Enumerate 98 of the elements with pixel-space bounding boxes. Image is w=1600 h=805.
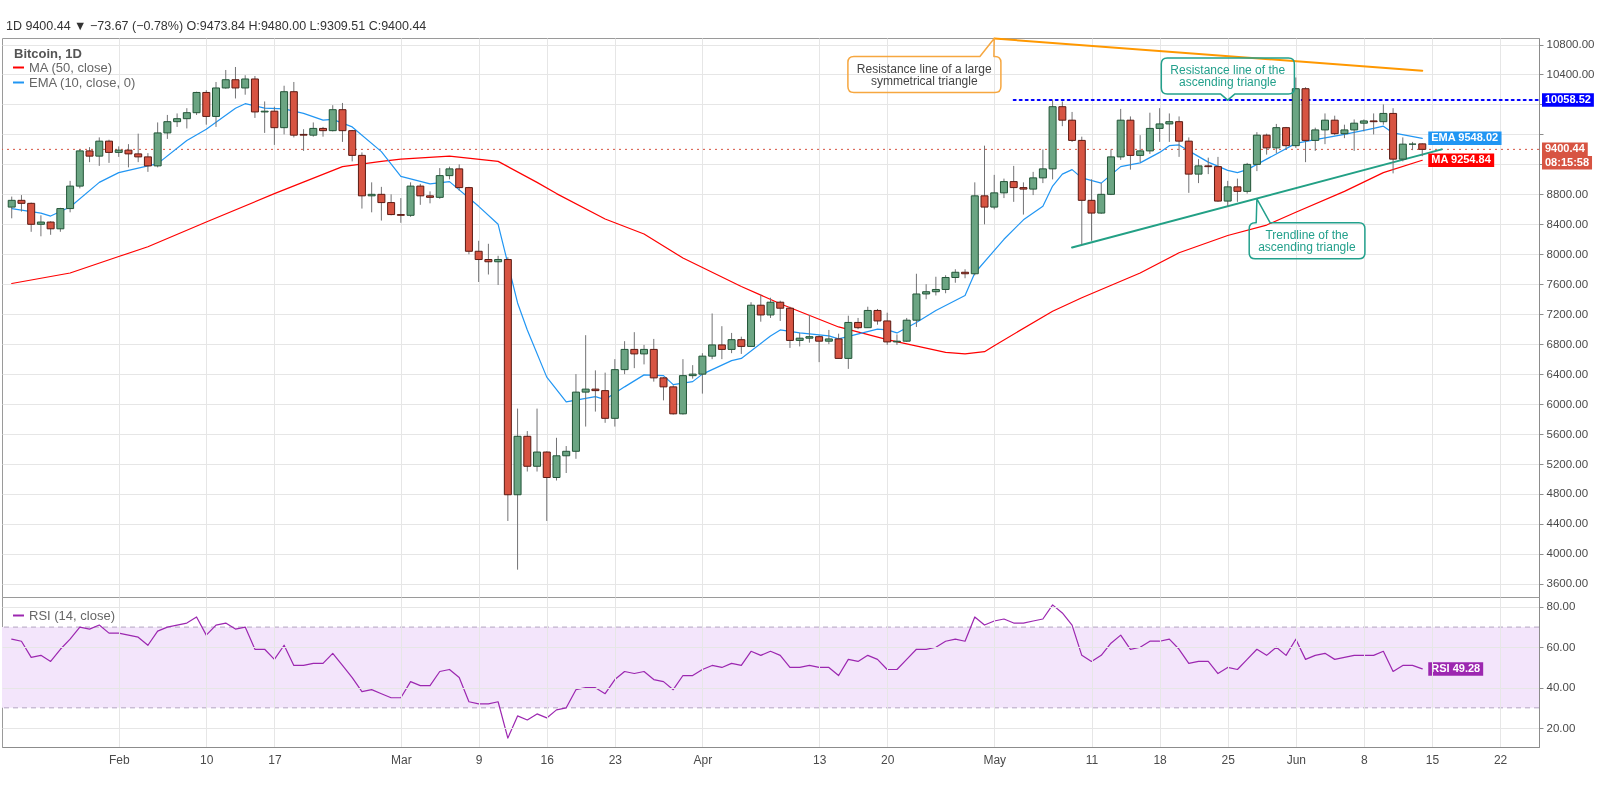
x-tick-label: Mar: [391, 752, 412, 767]
candlestick: [1272, 123, 1281, 154]
chart-subtitle: 1D 9400.44 ▼ −73.67 (−0.78%) O:9473.84 H:9480.00 L:9309.51 C:9400.44: [6, 19, 427, 33]
candlestick: [455, 163, 464, 192]
candlestick: [231, 66, 240, 99]
candlestick: [95, 136, 104, 167]
y-tick-label: 8800.00: [1546, 187, 1589, 200]
x-tick-label: Apr: [693, 752, 713, 767]
candlestick: [892, 333, 901, 346]
x-tick-label: 20: [881, 752, 895, 767]
y-tick-label: 10400.00: [1546, 67, 1595, 80]
candlestick: [1359, 118, 1368, 132]
candlestick: [36, 214, 45, 237]
candlestick: [776, 300, 785, 322]
candlestick: [863, 306, 872, 329]
y-tick-label: 3600.00: [1546, 577, 1589, 590]
candlestick: [1379, 103, 1388, 126]
candlestick: [999, 178, 1008, 199]
y-tick-label: 5600.00: [1546, 427, 1589, 440]
x-tick-label: 10: [200, 752, 214, 767]
candlestick: [1029, 171, 1038, 196]
y-tick-label: 6800.00: [1546, 337, 1589, 350]
candlestick: [1058, 100, 1067, 127]
candlestick: [1194, 158, 1203, 184]
candlestick: [396, 197, 405, 224]
x-tick-label: 22: [1493, 752, 1508, 767]
y-tick-label: 10800.00: [1546, 38, 1595, 51]
x-tick-label: 23: [608, 752, 623, 767]
candlestick: [815, 334, 824, 363]
candlestick: [727, 332, 736, 354]
candlestick: [1068, 111, 1077, 143]
x-tick-label: 18: [1153, 752, 1168, 767]
text: Bitcoin, 1D: [14, 46, 82, 61]
candlestick: [241, 74, 250, 96]
candlestick: [426, 190, 435, 204]
x-tick-label: 17: [268, 752, 282, 767]
candlestick: [328, 104, 337, 132]
x-tick-label: 16: [540, 752, 555, 767]
candlestick: [1330, 115, 1339, 136]
x-tick-label: 11: [1085, 752, 1099, 767]
candlestick: [1320, 112, 1329, 145]
candlestick: [221, 69, 230, 90]
y-tick-label: 5200.00: [1546, 457, 1589, 470]
x-tick-label: Jun: [1286, 752, 1306, 767]
candlestick: [416, 183, 425, 206]
candlestick: [1369, 112, 1378, 135]
candlestick: [1136, 134, 1145, 163]
candlestick: [319, 126, 328, 138]
y-tick-label: 6000.00: [1546, 397, 1589, 410]
annotation: Resistance line of the ascending triangle: [1170, 63, 1286, 90]
y-tick-label: 20.00: [1546, 721, 1576, 734]
y-tick-label: 40.00: [1546, 681, 1576, 694]
candlestick: [581, 334, 590, 428]
candlestick: [533, 408, 542, 473]
candlestick: [854, 317, 863, 330]
x-tick-label: May: [983, 752, 1007, 767]
candlestick: [834, 333, 843, 359]
legend-label: RSI (14, close): [29, 607, 115, 623]
x-tick-label: 13: [812, 752, 827, 767]
y-tick-label: 4000.00: [1546, 547, 1589, 560]
y-tick-label: 80.00: [1546, 600, 1576, 613]
candlestick: [717, 325, 726, 360]
y-tick-label: 4400.00: [1546, 517, 1589, 530]
y-tick-label: 8400.00: [1546, 217, 1589, 230]
y-tick-label: 4800.00: [1546, 487, 1589, 500]
y-tick-label: 6400.00: [1546, 367, 1589, 380]
candlestick: [494, 255, 503, 286]
line-series: [11, 604, 1423, 739]
candlestick: [260, 100, 269, 134]
candlestick: [143, 152, 152, 173]
y-tick-label: 8000.00: [1546, 247, 1589, 260]
candlestick: [1311, 127, 1320, 152]
candlestick: [7, 196, 16, 219]
candlestick: [1398, 136, 1407, 162]
candlestick: [766, 297, 775, 319]
y-tick-label: 60.00: [1546, 640, 1576, 653]
x-tick-label: 8: [1361, 752, 1369, 767]
candlestick: [1233, 178, 1242, 203]
y-tick-label: 7600.00: [1546, 277, 1589, 290]
candlestick: [202, 89, 211, 126]
candlestick: [640, 344, 649, 365]
candlestick: [1097, 182, 1106, 215]
candlestick: [270, 106, 279, 146]
annotation: Resistance line of a large symmetrical triangle: [856, 61, 992, 88]
annotation: Trendline of the ascending triangle: [1258, 227, 1356, 254]
x-tick-label: 25: [1221, 752, 1236, 767]
y-tick-label: 7200.00: [1546, 307, 1589, 320]
candlestick: [824, 329, 833, 345]
x-tick-label: 9: [475, 752, 483, 767]
candlestick: [630, 331, 639, 369]
legend-label: EMA (10, close, 0): [29, 74, 136, 90]
candlestick: [756, 294, 765, 323]
line-series: [11, 155, 1423, 355]
x-tick-label: Feb: [108, 752, 130, 767]
legend-label: MA (50, close): [29, 59, 113, 75]
candlestick: [1223, 180, 1232, 207]
candlestick: [990, 174, 999, 210]
x-tick-label: 15: [1425, 752, 1440, 767]
